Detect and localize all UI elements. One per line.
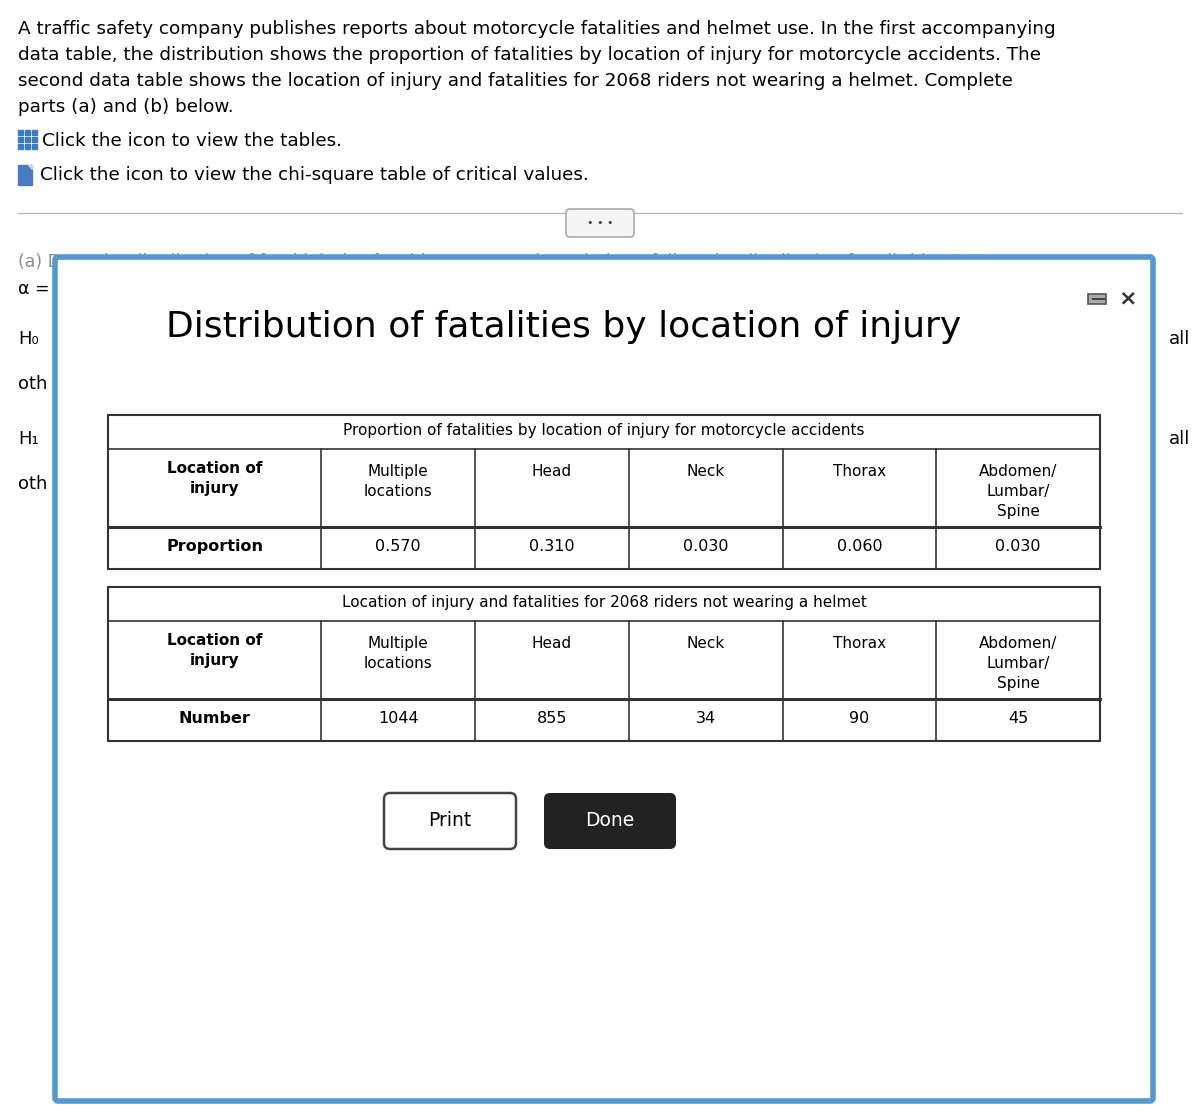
Text: H₀: H₀ [18,330,38,348]
Bar [25,144,30,149]
Bar [108,587,1100,741]
Text: Abdomen/
Lumbar/
Spine: Abdomen/ Lumbar/ Spine [979,465,1057,519]
Text: Neck: Neck [686,465,725,479]
Polygon shape [28,165,32,169]
Text: all: all [1169,430,1190,448]
Text: 45: 45 [1008,711,1028,726]
Text: Multiple
locations: Multiple locations [364,465,432,499]
Text: 855: 855 [536,711,568,726]
Text: • • •: • • • [587,218,613,228]
Text: 0.570: 0.570 [376,539,421,554]
Text: —: — [1091,291,1105,305]
Text: Neck: Neck [686,636,725,651]
Text: Multiple
locations: Multiple locations [364,636,432,671]
Bar [1088,294,1106,304]
Text: parts (a) and (b) below.: parts (a) and (b) below. [18,98,234,116]
Bar [18,165,32,185]
Text: Thorax: Thorax [833,636,886,651]
Bar [18,144,23,149]
Text: Click the icon to view the tables.: Click the icon to view the tables. [42,131,342,150]
FancyBboxPatch shape [55,257,1153,1101]
Text: second data table shows the location of injury and fatalities for 2068 riders no: second data table shows the location of … [18,72,1013,90]
Text: H₁: H₁ [18,430,38,448]
Bar [108,416,1100,569]
Text: 0.030: 0.030 [683,539,728,554]
Bar [32,144,37,149]
Text: 0.030: 0.030 [996,539,1040,554]
FancyBboxPatch shape [544,793,676,849]
Text: A traffic safety company publishes reports about motorcycle fatalities and helme: A traffic safety company publishes repor… [18,20,1056,38]
Text: oth: oth [18,475,47,494]
Text: all: all [1169,330,1190,348]
Text: oth: oth [18,375,47,393]
Text: α =: α = [18,280,49,299]
Text: 1044: 1044 [378,711,419,726]
Text: Location of
injury: Location of injury [167,633,263,667]
FancyBboxPatch shape [384,793,516,849]
Text: Location of injury and fatalities for 2068 riders not wearing a helmet: Location of injury and fatalities for 20… [342,595,866,610]
Text: Head: Head [532,636,572,651]
Text: 90: 90 [850,711,870,726]
Text: Proportion of fatalities by location of injury for motorcycle accidents: Proportion of fatalities by location of … [343,423,865,438]
Bar [18,130,23,135]
Bar [25,130,30,135]
Text: data table, the distribution shows the proportion of fatalities by location of i: data table, the distribution shows the p… [18,46,1042,63]
Bar [32,130,37,135]
Text: (a) Does the distribution of fatal injuries for riders not wearing a helmet foll: (a) Does the distribution of fatal injur… [18,253,1001,271]
Text: Abdomen/
Lumbar/
Spine: Abdomen/ Lumbar/ Spine [979,636,1057,691]
Text: Location of
injury: Location of injury [167,461,263,496]
Text: ×: × [1118,289,1138,307]
Text: 34: 34 [696,711,715,726]
Text: Click the icon to view the chi-square table of critical values.: Click the icon to view the chi-square ta… [40,166,589,184]
Text: Done: Done [586,811,635,831]
Text: 0.060: 0.060 [836,539,882,554]
Text: Proportion: Proportion [166,539,263,554]
Text: Print: Print [428,811,472,831]
Bar [25,137,30,141]
Bar [18,137,23,141]
Text: 0.310: 0.310 [529,539,575,554]
Text: Thorax: Thorax [833,465,886,479]
FancyBboxPatch shape [566,209,634,237]
Text: Number: Number [179,711,251,726]
Bar [32,137,37,141]
Text: Distribution of fatalities by location of injury: Distribution of fatalities by location o… [167,310,961,344]
Text: Head: Head [532,465,572,479]
